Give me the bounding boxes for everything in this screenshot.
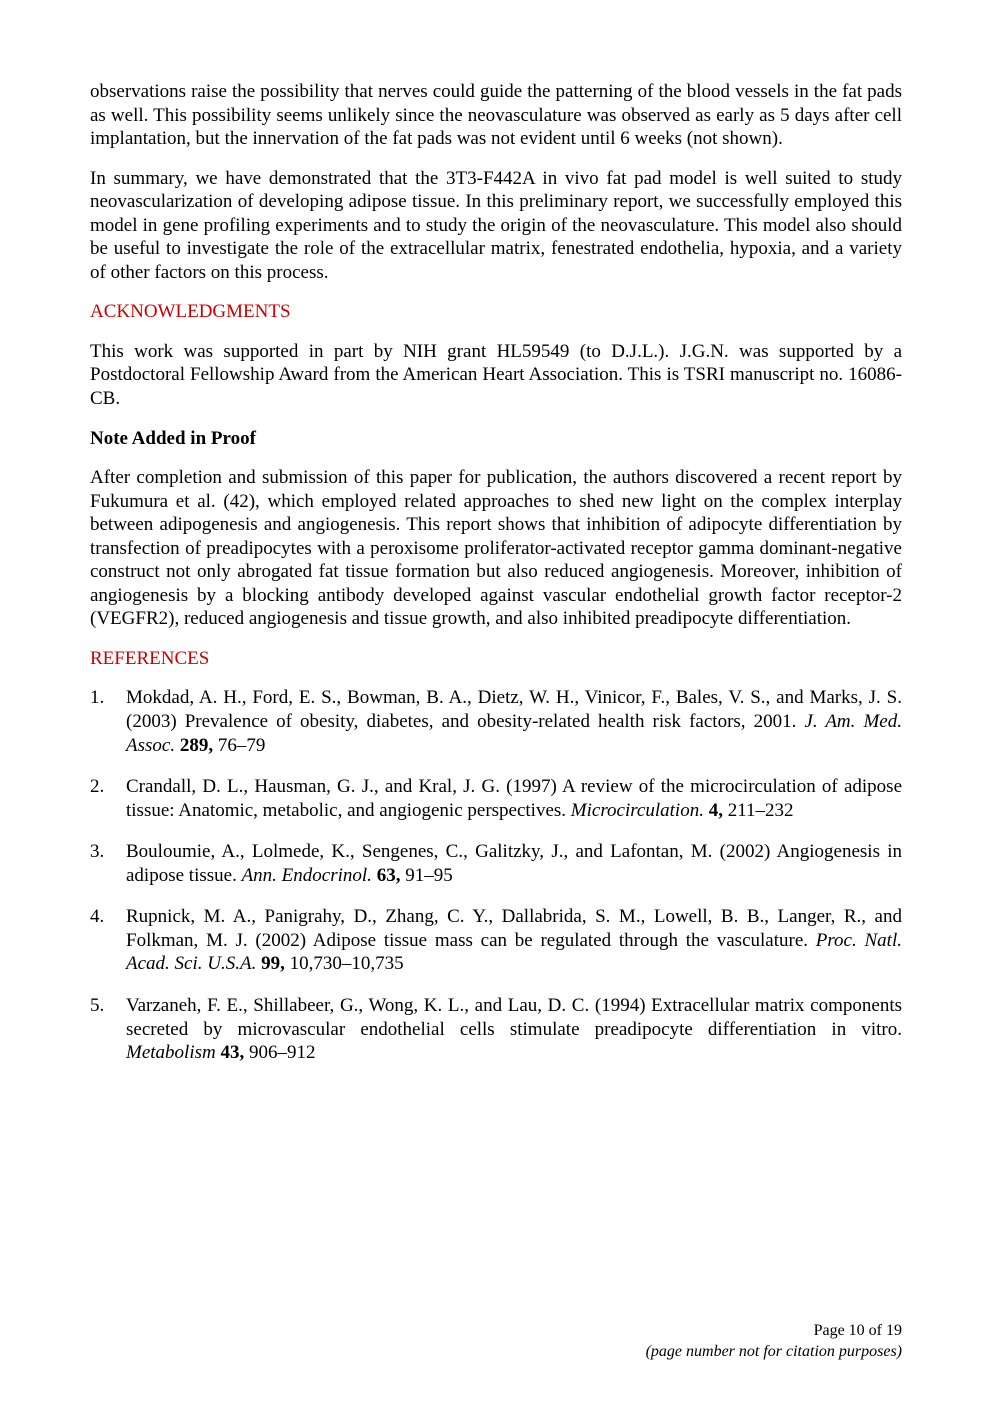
reference-pages: 211–232	[723, 800, 794, 821]
page-number: Page 10 of 19	[646, 1321, 902, 1342]
reference-item: Mokdad, A. H., Ford, E. S., Bowman, B. A…	[126, 686, 902, 757]
reference-item: Crandall, D. L., Hausman, G. J., and Kra…	[126, 775, 902, 822]
document-page: observations raise the possibility that …	[0, 0, 992, 1403]
reference-volume: 63,	[372, 865, 401, 886]
reference-volume: 4,	[704, 800, 723, 821]
acknowledgments-body: This work was supported in part by NIH g…	[90, 340, 902, 411]
reference-journal: Ann. Endocrinol.	[242, 865, 372, 886]
references-heading: REFERENCES	[90, 647, 902, 671]
body-paragraph: In summary, we have demonstrated that th…	[90, 167, 902, 285]
reference-item: Bouloumie, A., Lolmede, K., Sengenes, C.…	[126, 840, 902, 887]
reference-journal: Metabolism	[126, 1042, 216, 1063]
reference-pages: 91–95	[400, 865, 452, 886]
references-list: Mokdad, A. H., Ford, E. S., Bowman, B. A…	[90, 686, 902, 1064]
reference-text: Mokdad, A. H., Ford, E. S., Bowman, B. A…	[126, 687, 902, 732]
reference-pages: 76–79	[213, 735, 265, 756]
reference-item: Rupnick, M. A., Panigrahy, D., Zhang, C.…	[126, 905, 902, 976]
reference-pages: 906–912	[244, 1042, 315, 1063]
acknowledgments-heading: ACKNOWLEDGMENTS	[90, 300, 902, 324]
note-added-body: After completion and submission of this …	[90, 466, 902, 631]
reference-pages: 10,730–10,735	[285, 953, 404, 974]
reference-journal: Microcirculation.	[571, 800, 704, 821]
reference-volume: 99,	[256, 953, 285, 974]
note-added-heading: Note Added in Proof	[90, 427, 902, 451]
reference-text: Rupnick, M. A., Panigrahy, D., Zhang, C.…	[126, 906, 902, 951]
reference-text: Varzaneh, F. E., Shillabeer, G., Wong, K…	[126, 995, 902, 1040]
body-paragraph: observations raise the possibility that …	[90, 80, 902, 151]
reference-volume: 43,	[216, 1042, 245, 1063]
page-footer: Page 10 of 19 (page number not for citat…	[646, 1321, 902, 1363]
reference-item: Varzaneh, F. E., Shillabeer, G., Wong, K…	[126, 994, 902, 1065]
citation-note: (page number not for citation purposes)	[646, 1342, 902, 1363]
reference-volume: 289,	[175, 735, 213, 756]
